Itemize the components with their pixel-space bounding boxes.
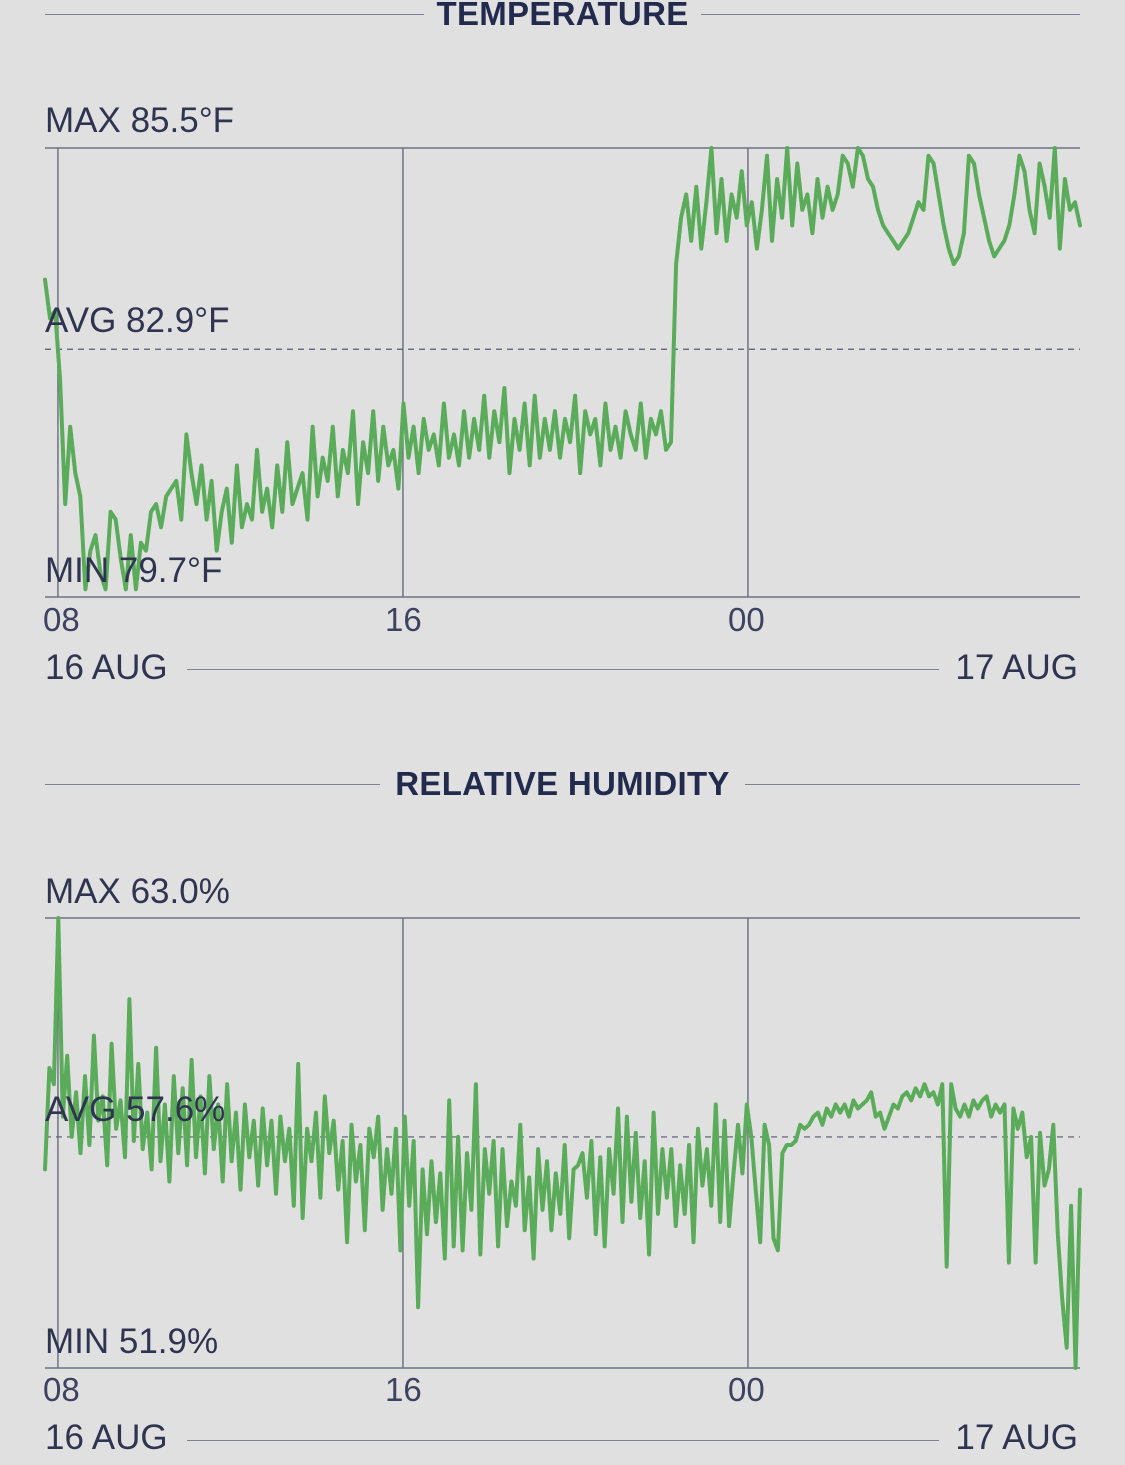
header-rule-right xyxy=(745,784,1080,785)
chart-title: RELATIVE HUMIDITY xyxy=(383,765,742,802)
temperature-header: TEMPERATURE xyxy=(45,0,1080,34)
humidity-header: RELATIVE HUMIDITY xyxy=(45,764,1080,804)
header-rule-right xyxy=(700,14,1080,15)
date-range-line xyxy=(187,1440,939,1441)
min-label: MIN 79.7°F xyxy=(45,551,223,590)
date-range-line xyxy=(187,669,939,670)
series-line xyxy=(43,146,1082,592)
max-label: MAX 85.5°F xyxy=(45,101,235,140)
temperature-panel: TEMPERATURE MAX 85.5°F AVG 82.9°F MIN 79… xyxy=(0,0,1125,700)
x-tick-label: 16 xyxy=(385,601,422,638)
temperature-chart xyxy=(43,146,1082,598)
x-tick-label: 08 xyxy=(43,601,80,638)
header-rule-left xyxy=(45,784,380,785)
x-tick-label: 00 xyxy=(728,1371,765,1408)
x-tick-label: 16 xyxy=(385,1371,422,1408)
avg-label: AVG 57.6% xyxy=(45,1090,226,1129)
x-tick-label: 08 xyxy=(43,1371,80,1408)
max-label: MAX 63.0% xyxy=(45,872,230,911)
date-end: 17 AUG xyxy=(955,1418,1078,1457)
min-label: MIN 51.9% xyxy=(45,1322,219,1361)
x-tick-label: 00 xyxy=(728,601,765,638)
header-rule-left xyxy=(45,14,425,15)
chart-title: TEMPERATURE xyxy=(424,0,701,32)
date-start: 16 AUG xyxy=(45,1418,168,1457)
series-line xyxy=(43,916,1082,1370)
avg-label: AVG 82.9°F xyxy=(45,301,230,340)
date-start: 16 AUG xyxy=(45,648,168,687)
humidity-chart xyxy=(43,916,1082,1370)
date-end: 17 AUG xyxy=(955,648,1078,687)
humidity-panel: RELATIVE HUMIDITY MAX 63.0% AVG 57.6% MI… xyxy=(0,765,1125,1465)
